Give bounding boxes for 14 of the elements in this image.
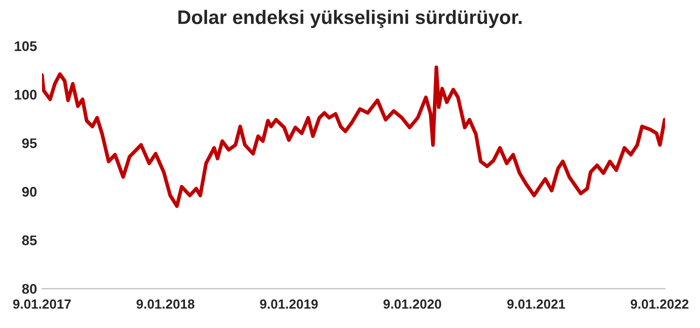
y-tick-label: 80 [22, 284, 37, 294]
x-tick-label: 9.01.2019 [260, 299, 318, 309]
y-tick-label: 95 [22, 138, 37, 148]
x-tick-label: 9.01.2017 [13, 299, 71, 309]
x-tick-label: 9.01.2020 [383, 299, 442, 309]
y-tick-label: 100 [14, 90, 37, 100]
y-tick-label: 105 [14, 41, 37, 52]
x-tick-label: 9.01.2022 [630, 299, 688, 309]
chart-title: Dolar endeksi yükselişini sürdürüyor. [178, 10, 522, 28]
line-series [42, 65, 665, 208]
x-tick-label: 9.01.2021 [507, 299, 566, 309]
x-tick-label: 9.01.2018 [136, 299, 194, 309]
y-tick-label: 85 [22, 235, 37, 246]
y-tick-label: 90 [22, 186, 37, 197]
